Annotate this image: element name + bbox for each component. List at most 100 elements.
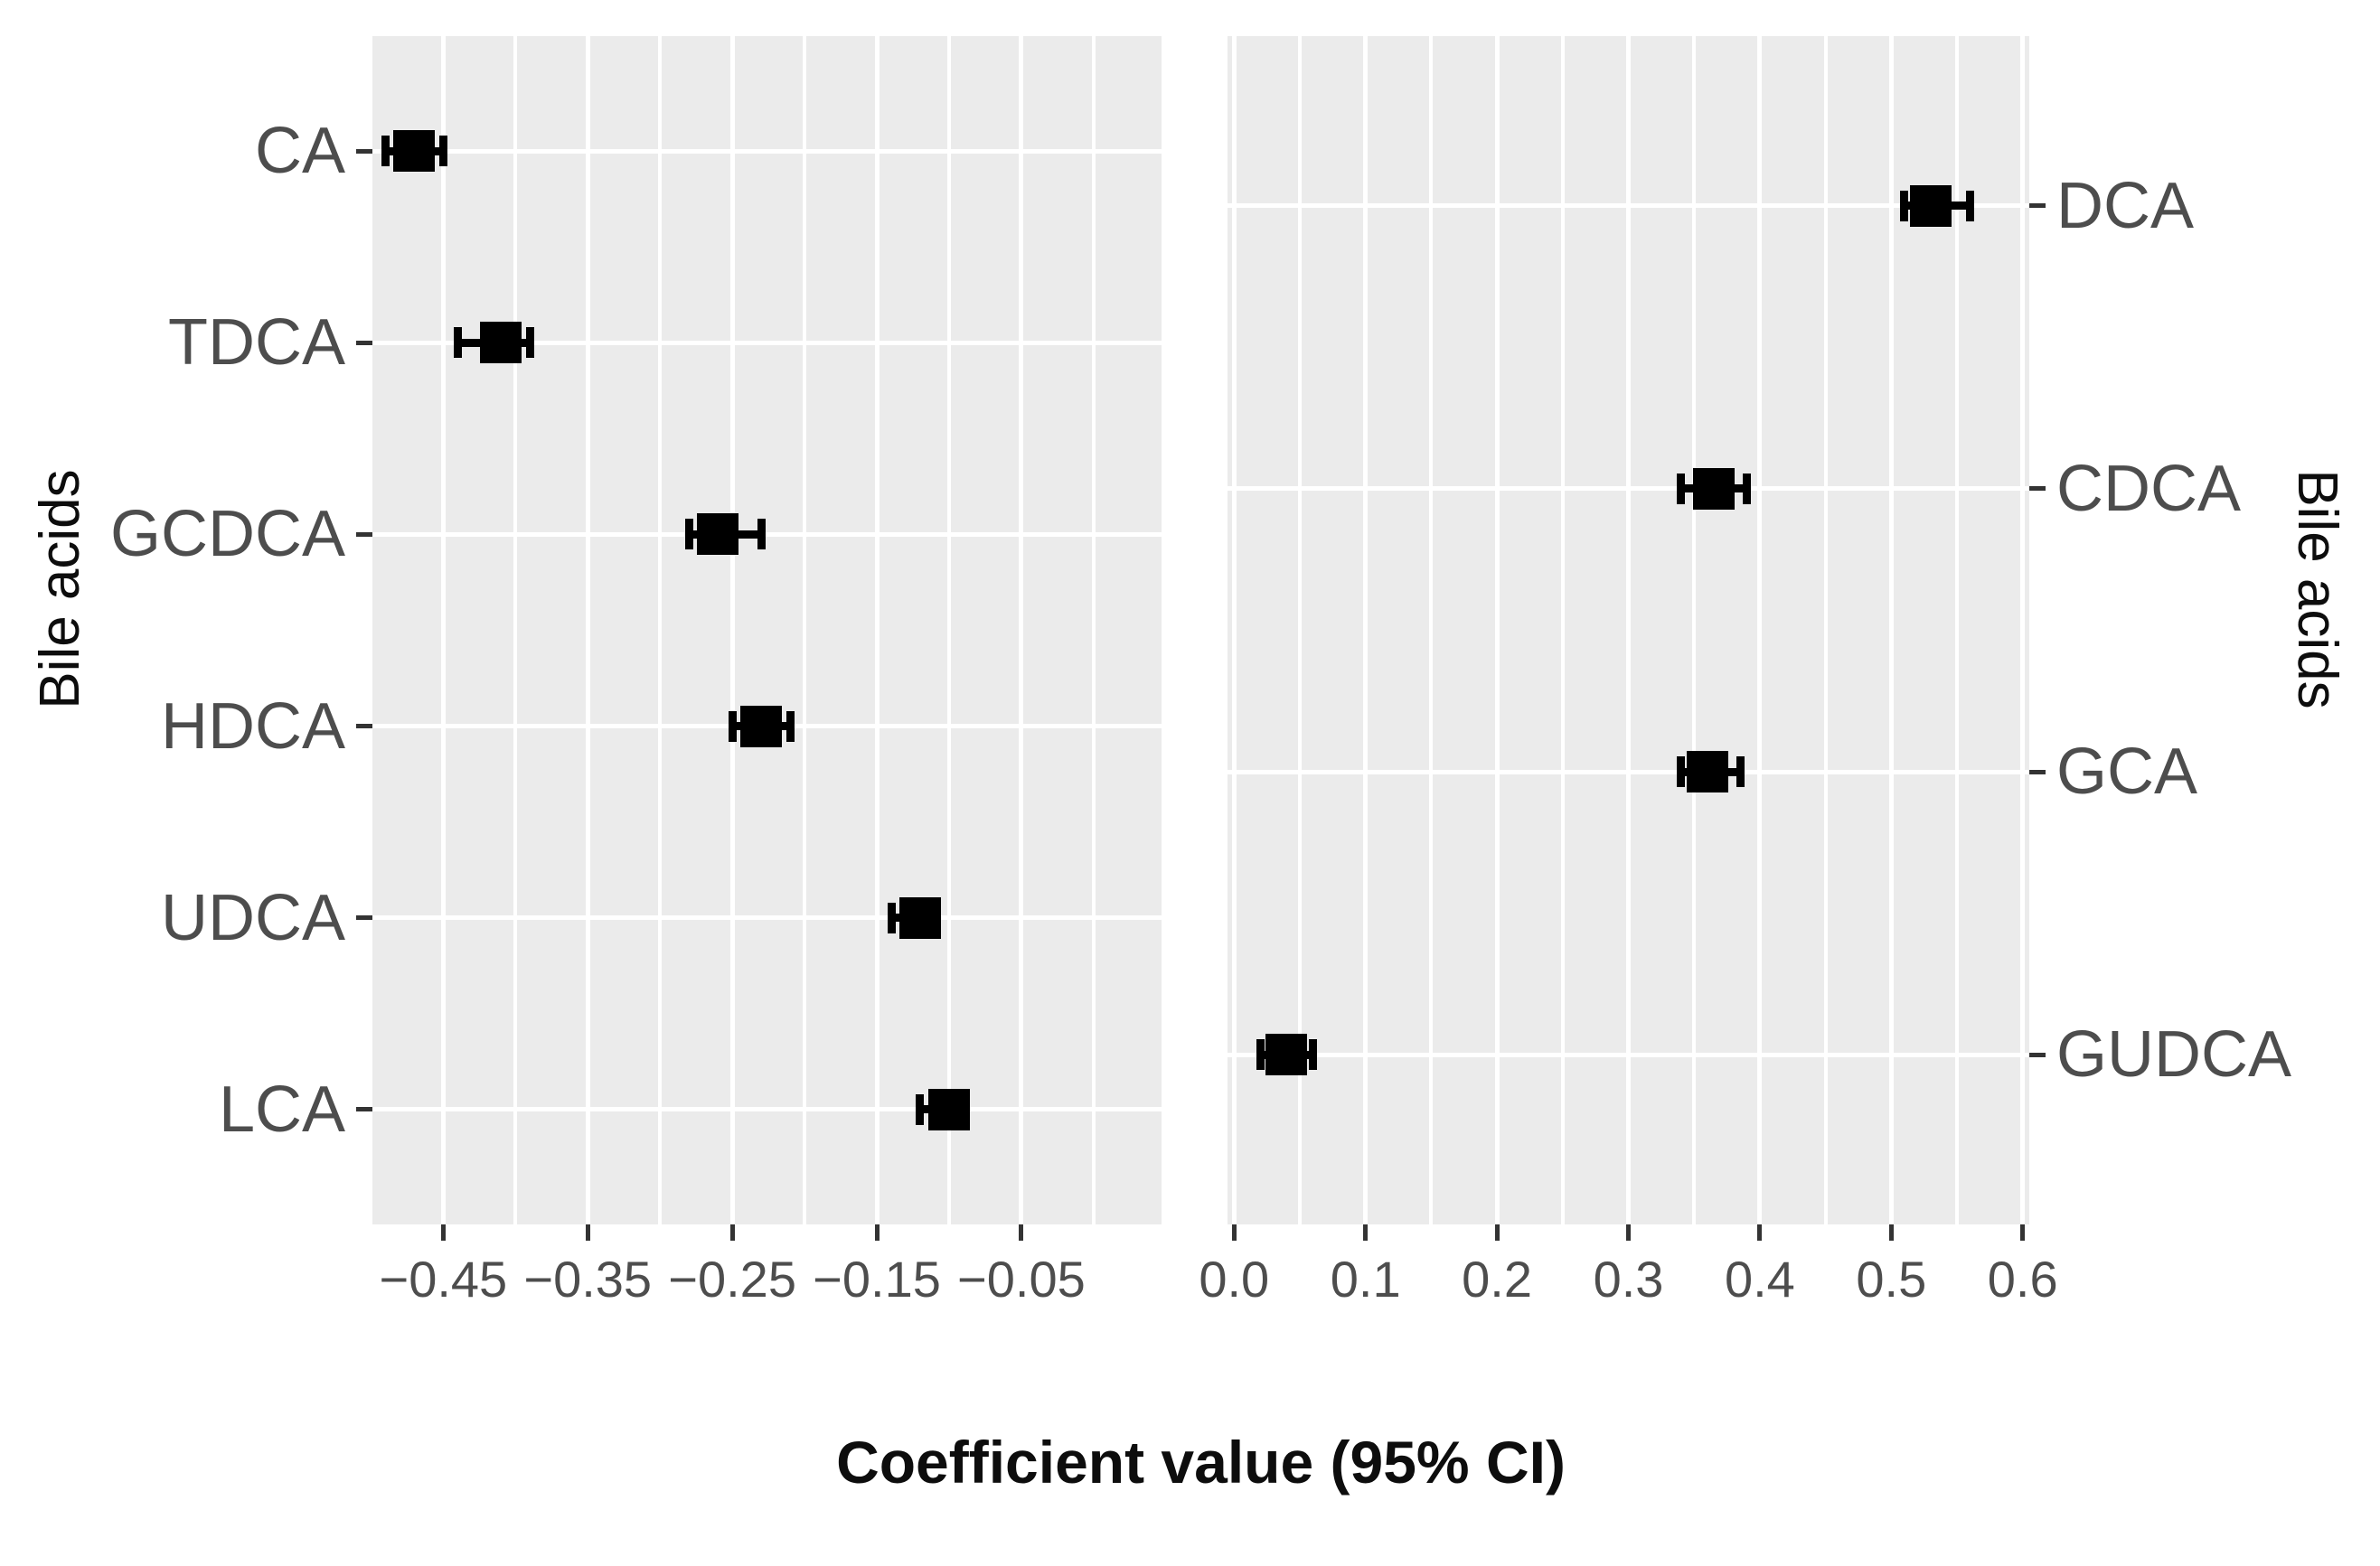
category-label-HDCA: HDCA [160, 689, 345, 763]
x-tick-label: 0.5 [1856, 1251, 1927, 1308]
point-estimate-square [480, 322, 522, 364]
ci-cap-low [381, 136, 390, 167]
ci-cap-low [684, 519, 693, 550]
x-tick-mark [585, 1224, 590, 1241]
point-estimate-square [1686, 751, 1728, 793]
y-gridline [372, 148, 1162, 154]
x-minor-gridline [1429, 36, 1434, 1224]
x-minor-gridline [513, 36, 518, 1224]
ci-cap-high [1966, 190, 1975, 221]
category-label-TDCA: TDCA [168, 306, 345, 380]
y-gridline [372, 915, 1162, 921]
x-minor-gridline [803, 36, 807, 1224]
point-estimate-square [697, 513, 739, 556]
point-estimate-square [1909, 184, 1952, 227]
x-major-gridline [1626, 36, 1631, 1224]
ci-cap-high [525, 327, 534, 359]
x-major-gridline [1363, 36, 1369, 1224]
y-tick-mark [356, 148, 372, 154]
category-label-GCDCA: GCDCA [109, 498, 345, 571]
ci-cap-high [757, 519, 766, 550]
x-minor-gridline [946, 36, 951, 1224]
ci-cap-high [785, 710, 795, 742]
y-tick-mark [356, 531, 372, 537]
y-tick-mark [356, 724, 372, 729]
y-gridline [1228, 486, 2029, 492]
category-label-UDCA: UDCA [160, 881, 345, 954]
x-tick-mark [729, 1224, 735, 1241]
ci-cap-high [1309, 1039, 1318, 1071]
x-minor-gridline [1955, 36, 1960, 1224]
y-gridline [372, 1107, 1162, 1112]
x-major-gridline [585, 36, 590, 1224]
y-axis-title-right: Bile acids [2286, 469, 2348, 709]
ci-cap-low [453, 327, 462, 359]
x-tick-label: −0.15 [813, 1251, 941, 1308]
point-estimate-square [393, 130, 436, 173]
x-tick-mark [874, 1224, 880, 1241]
x-major-gridline [1888, 36, 1894, 1224]
point-estimate-square [740, 705, 783, 747]
y-tick-mark [356, 340, 372, 345]
ci-cap-high [438, 136, 447, 167]
y-tick-mark [2029, 203, 2046, 209]
x-major-gridline [2020, 36, 2026, 1224]
y-tick-mark [2029, 1052, 2046, 1057]
ci-cap-high [1742, 473, 1751, 504]
x-major-gridline [1757, 36, 1763, 1224]
x-tick-label: −0.25 [668, 1251, 796, 1308]
plot-panel-right [1228, 36, 2029, 1224]
category-label-DCA: DCA [2056, 169, 2195, 242]
x-tick-label: −0.45 [379, 1251, 508, 1308]
x-minor-gridline [1823, 36, 1828, 1224]
y-tick-mark [2029, 769, 2046, 774]
x-tick-mark [1494, 1224, 1500, 1241]
x-tick-mark [1019, 1224, 1024, 1241]
x-major-gridline [1019, 36, 1024, 1224]
y-gridline [1228, 1052, 2029, 1057]
x-tick-label: 0.6 [1987, 1251, 2058, 1308]
x-tick-mark [1888, 1224, 1894, 1241]
x-tick-mark [1231, 1224, 1237, 1241]
x-tick-mark [1757, 1224, 1763, 1241]
ci-cap-high [1736, 756, 1745, 788]
y-gridline [1228, 769, 2029, 774]
y-gridline [372, 531, 1162, 537]
ci-cap-low [1677, 473, 1686, 504]
point-estimate-square [927, 1088, 970, 1130]
ci-cap-low [1677, 756, 1686, 788]
ci-cap-low [1900, 190, 1909, 221]
y-tick-mark [2029, 486, 2046, 492]
y-gridline [1228, 203, 2029, 209]
y-tick-mark [356, 1107, 372, 1112]
x-tick-label: 0.3 [1593, 1251, 1664, 1308]
x-tick-label: 0.4 [1724, 1251, 1795, 1308]
x-tick-label: 0.2 [1462, 1251, 1532, 1308]
x-minor-gridline [1560, 36, 1565, 1224]
category-label-LCA: LCA [218, 1073, 345, 1146]
point-estimate-square [898, 896, 941, 939]
x-axis-title: Coefficient value (95% CI) [836, 1429, 1566, 1496]
category-label-CA: CA [254, 115, 345, 188]
x-major-gridline [1231, 36, 1237, 1224]
x-major-gridline [440, 36, 446, 1224]
category-label-CDCA: CDCA [2056, 452, 2242, 525]
category-label-GCA: GCA [2056, 736, 2198, 809]
x-minor-gridline [658, 36, 663, 1224]
point-estimate-square [1265, 1034, 1308, 1076]
ci-cap-low [1256, 1039, 1265, 1071]
ci-cap-low [916, 1093, 925, 1125]
x-major-gridline [729, 36, 735, 1224]
ci-cap-low [728, 710, 737, 742]
y-tick-mark [356, 915, 372, 921]
category-label-GUDCA: GUDCA [2056, 1018, 2292, 1092]
x-tick-mark [1626, 1224, 1631, 1241]
x-tick-mark [2020, 1224, 2026, 1241]
x-minor-gridline [1692, 36, 1697, 1224]
x-minor-gridline [1297, 36, 1302, 1224]
x-tick-label: 0.0 [1199, 1251, 1270, 1308]
y-gridline [372, 340, 1162, 345]
x-major-gridline [874, 36, 880, 1224]
x-minor-gridline [1091, 36, 1096, 1224]
